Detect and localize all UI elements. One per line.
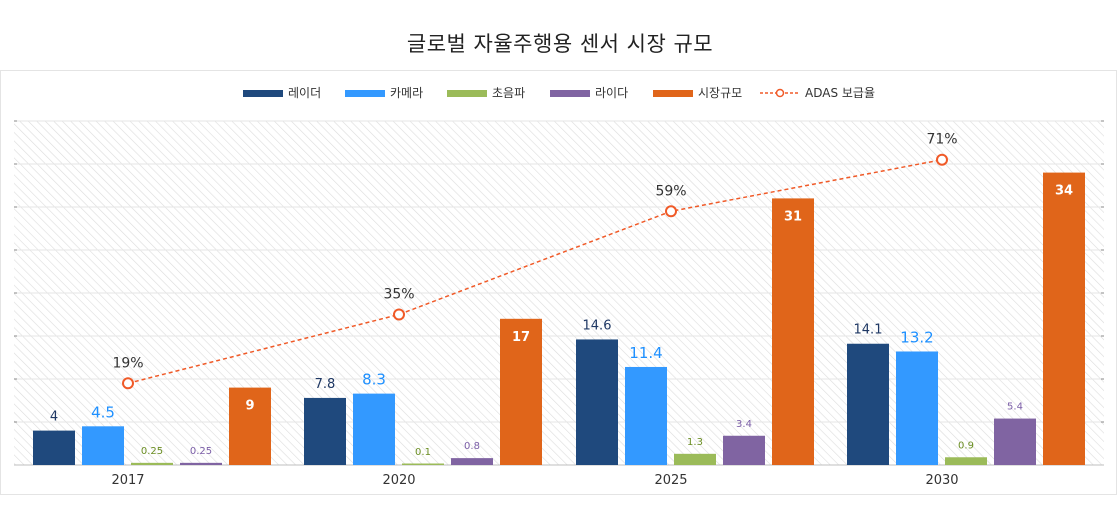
data-label: 7.8	[315, 377, 336, 392]
legend-label: ADAS 보급율	[805, 86, 875, 100]
bar	[131, 462, 173, 465]
data-label: 34	[1055, 184, 1073, 199]
bar	[1043, 172, 1085, 465]
bar	[180, 462, 222, 465]
data-label: 5.4	[1007, 402, 1023, 413]
data-label: 0.8	[464, 441, 480, 452]
adas-label: 19%	[112, 355, 143, 371]
bar	[304, 397, 346, 465]
bar	[674, 453, 716, 465]
legend-label: 카메라	[390, 86, 423, 100]
adas-label: 59%	[655, 183, 686, 199]
data-label: 3.4	[736, 419, 752, 430]
x-tick-label: 2025	[654, 473, 687, 488]
data-label: 8.3	[362, 371, 386, 389]
x-tick-label: 2030	[925, 473, 958, 488]
adas-line	[127, 158, 943, 385]
data-label: 17	[512, 330, 530, 345]
legend-label: 라이다	[595, 86, 628, 100]
bar	[945, 457, 987, 465]
bar	[994, 418, 1036, 465]
bar	[33, 430, 75, 465]
data-label: 13.2	[900, 328, 933, 346]
bar	[82, 426, 124, 465]
adas-label: 71%	[926, 132, 957, 148]
bar	[229, 387, 271, 465]
legend-swatch	[653, 90, 693, 97]
legend-swatch	[243, 90, 283, 97]
data-label: 4	[50, 410, 58, 425]
bar	[576, 339, 618, 465]
bar	[625, 366, 667, 465]
legend-swatch	[550, 90, 590, 97]
x-tick-label: 2020	[382, 473, 415, 488]
legend-label: 레이더	[288, 86, 321, 100]
data-label: 0.9	[958, 440, 974, 451]
data-label: 31	[784, 209, 802, 224]
data-label: 14.6	[583, 318, 612, 333]
data-label: 11.4	[629, 344, 662, 362]
adas-point	[393, 308, 405, 321]
data-label: 1.3	[687, 437, 703, 448]
data-label: 0.25	[141, 446, 163, 457]
chart-title: 글로벌 자율주행용 센서 시장 규모	[406, 32, 714, 56]
adas-point	[665, 205, 677, 218]
bar	[500, 318, 542, 465]
x-tick-label: 2017	[111, 473, 144, 488]
legend-label: 시장규모	[698, 86, 742, 100]
bar	[402, 463, 444, 465]
data-label: 9	[245, 399, 254, 414]
bar	[451, 458, 493, 465]
adas-point	[122, 377, 134, 390]
adas-label: 35%	[383, 287, 414, 303]
legend-marker-swatch	[775, 88, 785, 98]
data-label: 0.25	[190, 446, 212, 457]
data-label: 14.1	[854, 323, 883, 338]
legend-swatch	[447, 90, 487, 97]
bar	[723, 435, 765, 465]
bar	[896, 351, 938, 465]
bar	[772, 198, 814, 465]
legend-swatch	[345, 90, 385, 97]
bar	[847, 343, 889, 465]
data-label: 0.1	[415, 447, 431, 458]
data-label: 4.5	[91, 403, 115, 421]
bar	[353, 393, 395, 465]
adas-point	[936, 153, 948, 166]
legend-label: 초음파	[492, 86, 525, 100]
